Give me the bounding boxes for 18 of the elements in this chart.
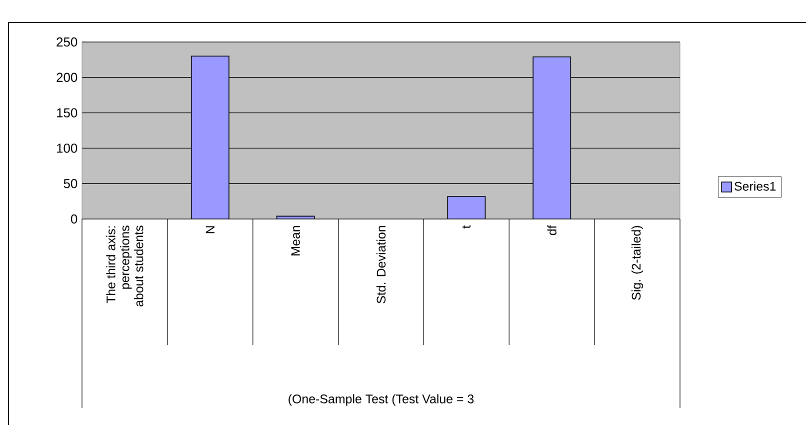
bar: [532, 56, 572, 219]
legend-label: Series1: [734, 182, 776, 191]
x-tick-label: Mean: [291, 226, 300, 256]
x-tick-label: Std. Deviation: [376, 226, 386, 304]
y-tick-label: 50: [64, 179, 78, 188]
y-tick-label: 250: [56, 37, 78, 47]
x-tick-label: N: [206, 226, 214, 234]
bar: [190, 56, 230, 219]
y-tick-label: 150: [57, 108, 78, 118]
x-tick-label: The third axis: perceptions about students: [106, 226, 144, 306]
x-tick-label: df: [547, 225, 556, 236]
y-tick-label: 200: [56, 72, 78, 82]
bar: [447, 196, 486, 219]
text: (One-Sample Test (Test Value = 3: [288, 394, 474, 406]
y-tick-label: 0: [70, 214, 78, 224]
x-tick-label: Sig. (2-tailed): [631, 226, 644, 300]
y-tick-label: 100: [57, 144, 78, 153]
x-tick-label: t: [462, 225, 471, 228]
